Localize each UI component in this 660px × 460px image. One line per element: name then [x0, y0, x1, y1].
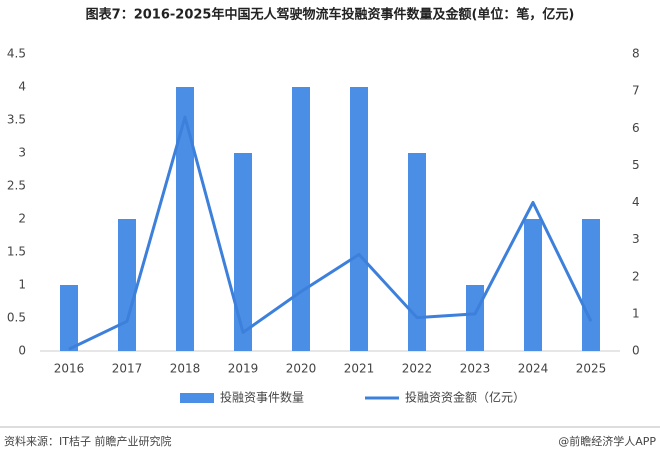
bar [408, 153, 426, 351]
bar [118, 219, 136, 351]
y-tick-label: 2 [18, 212, 26, 226]
x-tick-label: 2022 [402, 362, 433, 376]
bar [466, 285, 484, 351]
bar [524, 219, 542, 351]
legend-swatch [180, 393, 214, 403]
y2-tick-label: 2 [632, 269, 640, 283]
x-tick-label: 2020 [286, 362, 317, 376]
bar [582, 219, 600, 351]
y2-tick-label: 4 [632, 195, 640, 209]
bar [350, 87, 368, 351]
x-tick-label: 2017 [112, 362, 143, 376]
bar [60, 285, 78, 351]
y2-tick-label: 5 [632, 158, 640, 172]
legend-label: 投融资资金额（亿元） [405, 390, 525, 405]
y-tick-label: 3.5 [7, 113, 26, 127]
brand: @前瞻经济学人APP [558, 434, 656, 448]
x-tick-label: 2025 [576, 362, 607, 376]
line [68, 115, 593, 351]
chart-title: 图表7：2016-2025年中国无人驾驶物流车投融资事件数量及金额(单位：笔，亿… [86, 7, 575, 23]
bar [292, 87, 310, 351]
y-tick-label: 0 [18, 344, 26, 358]
x-tick-label: 2018 [170, 362, 201, 376]
source-note: 资料来源：IT桔子 前瞻产业研究院 [4, 434, 171, 448]
bar [176, 87, 194, 351]
y-tick-label: 3 [18, 146, 26, 160]
x-tick-label: 2016 [54, 362, 85, 376]
x-tick-label: 2019 [228, 362, 259, 376]
y-tick-label: 1.5 [7, 245, 26, 259]
x-tick-label: 2021 [344, 362, 375, 376]
y-tick-label: 4.5 [7, 47, 26, 61]
bar [234, 153, 252, 351]
y2-tick-label: 8 [632, 47, 640, 61]
y2-tick-label: 3 [632, 232, 640, 246]
y2-tick-label: 6 [632, 121, 640, 135]
y-tick-label: 2.5 [7, 179, 26, 193]
y2-tick-label: 7 [632, 84, 640, 98]
y2-tick-label: 0 [632, 344, 640, 358]
y-tick-label: 0.5 [7, 311, 26, 325]
legend-label: 投融资事件数量 [220, 390, 304, 405]
y2-tick-label: 1 [632, 306, 640, 320]
x-tick-label: 2023 [460, 362, 491, 376]
y-tick-label: 4 [18, 80, 26, 94]
y-tick-label: 1 [18, 278, 26, 292]
x-tick-label: 2024 [518, 362, 549, 376]
